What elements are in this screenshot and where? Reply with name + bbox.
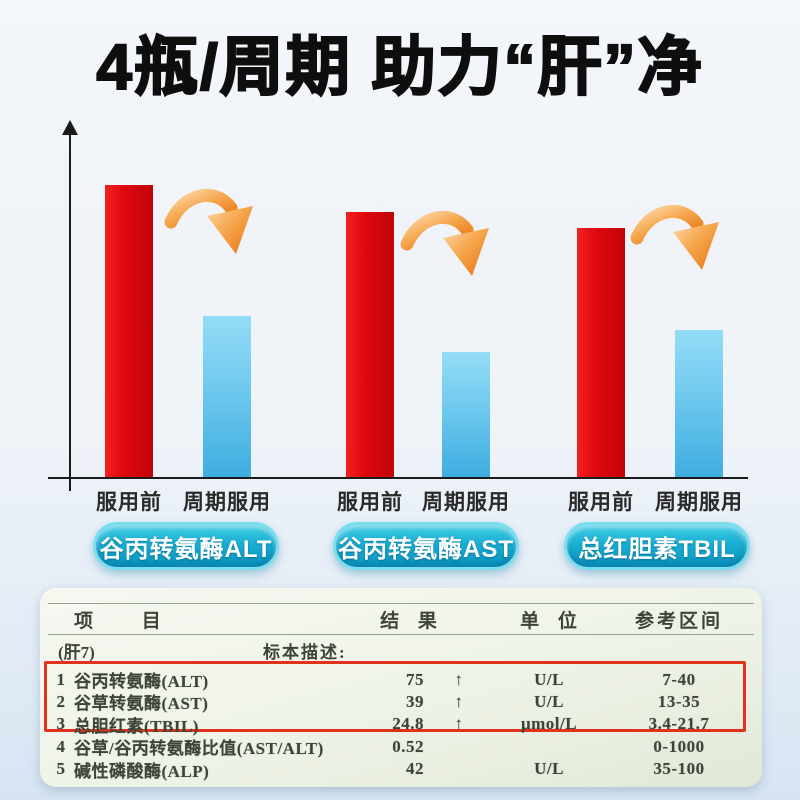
label-before: 服用前 [96, 491, 162, 514]
bar-chart: 服用前 周期服用 服用前 周期服用 服用前 周期服用 [0, 118, 800, 518]
bar-after [203, 316, 251, 477]
reference-range: 13-35 [657, 691, 701, 711]
marker-pill-label: 谷丙转氨酶AST [338, 535, 514, 563]
row-number: 2 [56, 691, 66, 711]
bar-before [346, 212, 394, 477]
y-axis [69, 134, 71, 491]
test-result: 75 [406, 669, 424, 689]
marker-pill-label: 谷丙转氨酶ALT [99, 535, 273, 563]
page-title: 4瓶/周期 助力“肝”净 [95, 30, 704, 104]
reference-range: 35-100 [653, 759, 705, 779]
report-header-unit: 单 位 [520, 611, 578, 632]
reference-range: 0-1000 [653, 736, 705, 756]
test-name: 碱性磷酸酶(ALP) [74, 761, 210, 781]
bar-after [442, 352, 490, 477]
decrease-arrow-icon [626, 198, 738, 298]
label-after: 周期服用 [422, 491, 510, 514]
reference-range: 7-40 [662, 669, 696, 689]
report-row: 3 总胆红素(TBIL) 24.8 ↑ μmol/L 3.4-21.7 [48, 712, 754, 736]
report-specimen-note-label: 标本描述: [263, 643, 347, 662]
marker-pill: 谷丙转氨酶ALT [93, 522, 279, 570]
report-row: 5 碱性磷酸酶(ALP) 42 U/L 35-100 [48, 757, 754, 781]
row-number: 4 [56, 736, 66, 756]
bar-before [577, 228, 625, 477]
test-name: 谷丙转氨酶(ALT) [74, 672, 209, 691]
abnormal-flag-icon: ↑ [454, 714, 464, 734]
test-name: 谷草/谷丙转氨酶比值(AST/ALT) [74, 739, 324, 759]
y-axis-arrowhead-icon [62, 120, 78, 135]
test-unit: U/L [534, 759, 564, 779]
bar-before [105, 185, 153, 477]
report-divider-top [48, 603, 754, 604]
label-before: 服用前 [337, 491, 403, 514]
row-number: 1 [56, 669, 66, 689]
test-name: 总胆红素(TBIL) [74, 716, 199, 736]
report-header-range: 参考区间 [634, 611, 723, 632]
test-result: 39 [406, 691, 424, 711]
report-divider-mid [48, 634, 754, 635]
abnormal-flag-icon: ↑ [454, 691, 464, 711]
abnormal-flag-icon: ↑ [454, 669, 464, 689]
label-after: 周期服用 [183, 491, 271, 514]
test-name: 谷草转氨酶(AST) [74, 694, 209, 714]
marker-pill: 总红胆素TBIL [564, 522, 750, 570]
test-result: 0.52 [392, 736, 424, 756]
x-axis-baseline [48, 477, 748, 479]
report-header-row: 项 目 结 果 单 位 参考区间 [48, 606, 754, 632]
lab-report-card: 项 目 结 果 单 位 参考区间 (肝7) 标本描述: 1 谷丙转氨酶(ALT) 7… [40, 588, 762, 787]
test-result: 24.8 [392, 714, 424, 734]
marker-pill: 谷丙转氨酶AST [333, 522, 519, 570]
report-row: 1 谷丙转氨酶(ALT) 75 ↑ U/L 7-40 [48, 667, 754, 692]
row-number: 3 [56, 714, 66, 734]
test-unit: μmol/L [520, 714, 578, 734]
report-panel-code: (肝7) [58, 643, 95, 662]
marker-pill-label: 总红胆素TBIL [578, 535, 736, 563]
reference-range: 3.4-21.7 [648, 714, 710, 734]
report-row: 2 谷草转氨酶(AST) 39 ↑ U/L 13-35 [48, 689, 754, 714]
test-unit: U/L [534, 669, 564, 689]
test-result: 42 [406, 759, 424, 779]
report-subheader-row: (肝7) 标本描述: [40, 638, 762, 662]
test-unit: U/L [534, 691, 564, 711]
decrease-arrow-icon [160, 182, 272, 282]
report-header-item: 项 目 [74, 611, 162, 632]
bar-after [675, 330, 723, 477]
decrease-arrow-icon [396, 204, 508, 304]
report-rows: 1 谷丙转氨酶(ALT) 75 ↑ U/L 7-40 2 谷草转氨酶(AST) 39 ↑ U/L 13… [48, 667, 754, 781]
report-header-result: 结 果 [380, 611, 438, 632]
label-after: 周期服用 [655, 491, 743, 514]
report-row: 4 谷草/谷丙转氨酶比值(AST/ALT) 0.52 0-1000 [48, 734, 754, 759]
row-number: 5 [56, 759, 66, 779]
label-before: 服用前 [568, 491, 634, 514]
